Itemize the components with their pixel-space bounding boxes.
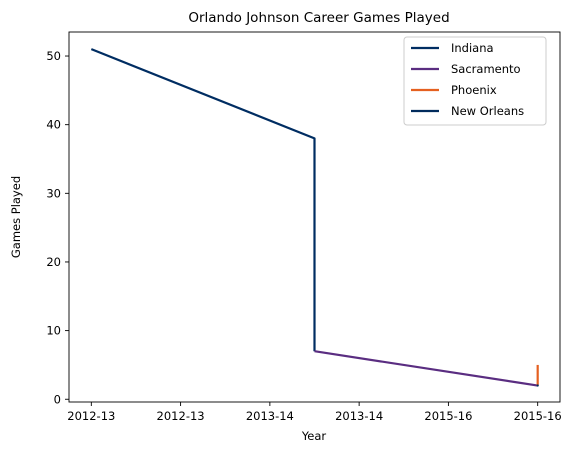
plot-frame	[68, 31, 561, 403]
series-line-indiana	[90, 48, 316, 352]
chart-title: Orlando Johnson Career Games Played	[188, 10, 449, 26]
series-point-new-orleans	[536, 384, 539, 387]
x-axis-label: Year	[301, 429, 327, 443]
x-tick-label: 2013-14	[335, 409, 383, 423]
y-tick-label: 40	[46, 118, 61, 132]
x-tick-label: 2015-16	[514, 409, 562, 423]
legend-label-sacramento: Sacramento	[451, 62, 521, 76]
legend: Indiana Sacramento Phoenix New Orleans	[403, 36, 547, 126]
x-tick-label: 2012-13	[157, 409, 205, 423]
series-line-sacramento	[314, 350, 538, 387]
x-tick-label: 2012-13	[67, 409, 115, 423]
legend-label-indiana: Indiana	[451, 41, 494, 55]
y-tick-label: 10	[46, 324, 61, 338]
y-tick-label: 30	[46, 186, 61, 200]
series-layer	[90, 48, 539, 387]
y-axis-ticks: 0 10 20 30 40 50	[46, 49, 69, 406]
x-axis-ticks: 2012-13 2012-13 2013-14 2013-14 2015-16 2015-…	[67, 402, 562, 423]
y-tick-label: 20	[46, 255, 61, 269]
x-tick-label: 2013-14	[246, 409, 294, 423]
y-tick-label: 0	[54, 392, 61, 406]
x-tick-label: 2015-16	[424, 409, 472, 423]
legend-label-phoenix: Phoenix	[451, 83, 497, 97]
legend-label-new-orleans: New Orleans	[451, 104, 524, 118]
legend-box	[403, 36, 547, 126]
y-axis-label: Games Played	[9, 176, 23, 258]
y-tick-label: 50	[46, 49, 61, 63]
